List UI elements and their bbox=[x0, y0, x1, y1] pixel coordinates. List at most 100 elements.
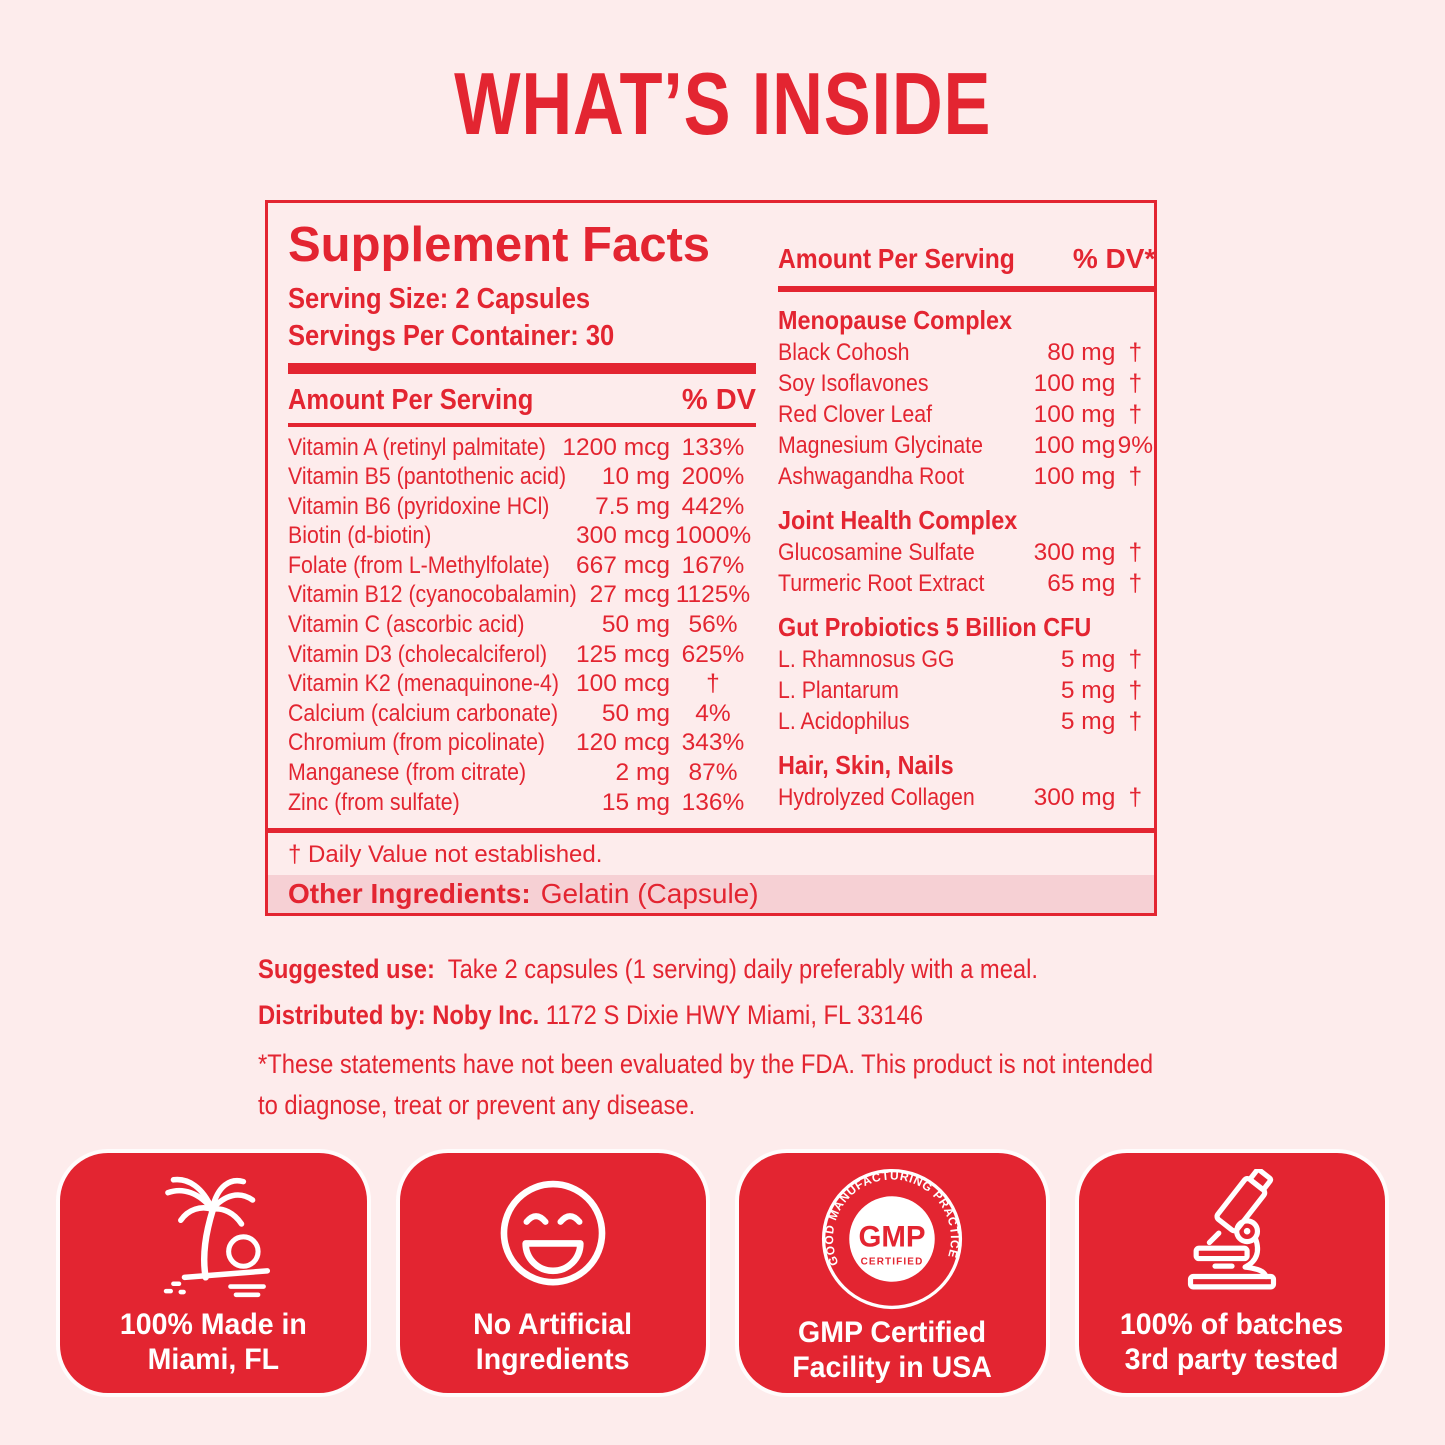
nutrient-amount: 125 mcg bbox=[576, 640, 670, 668]
nutrient-amount: 50 mg bbox=[601, 611, 670, 639]
nutrient-row: Vitamin D3 (cholecalciferol) 125 mcg 625% bbox=[288, 640, 756, 670]
nutrient-name: Zinc (from sulfate) bbox=[288, 788, 460, 816]
nutrient-name: Biotin (d-biotin) bbox=[288, 522, 432, 550]
nutrient-name: Ashwagandha Root bbox=[778, 463, 965, 490]
nutrient-row: Black Cohosh 80 mg † bbox=[778, 337, 1154, 368]
nutrient-row: Calcium (calcium carbonate) 50 mg 4% bbox=[288, 699, 756, 729]
nutrient-amount: 50 mg bbox=[601, 699, 670, 727]
nutrient-row: Vitamin A (retinyl palmitate) 1200 mcg 133… bbox=[288, 433, 756, 463]
nutrient-dv-value: 442% bbox=[681, 492, 745, 520]
fda-disclaimer: *These statements have not been evaluate… bbox=[258, 1049, 1154, 1120]
nutrient-row: Glucosamine Sulfate 300 mg † bbox=[778, 537, 1154, 568]
usage-notes: Suggested use: Take 2 capsules (1 servin… bbox=[258, 952, 1218, 1138]
nutrient-dv-value: † bbox=[1128, 570, 1143, 597]
ingredient-section-title: Menopause Complex bbox=[778, 305, 1013, 335]
left-rows: Vitamin A (retinyl palmitate) 1200 mcg 133… bbox=[288, 433, 756, 818]
ingredient-section-title: Hair, Skin, Nails bbox=[778, 750, 954, 780]
nutrient-dv-value: 9% bbox=[1117, 432, 1154, 459]
nutrient-row: Vitamin B5 (pantothenic acid) 10 mg 200% bbox=[288, 462, 756, 492]
nutrient-dv-value: † bbox=[1128, 708, 1143, 735]
other-ingredients-label: Other Ingredients: bbox=[288, 878, 531, 909]
microscope-icon bbox=[1166, 1163, 1298, 1307]
amount-per-serving-label: Amount Per Serving bbox=[778, 243, 1015, 274]
nutrient-name: L. Plantarum bbox=[778, 677, 899, 704]
badge-label: GMP Certified Facility in USA bbox=[792, 1316, 993, 1384]
left-column-header: Amount Per Serving % DV bbox=[288, 382, 756, 418]
nutrient-name: Black Cohosh bbox=[778, 339, 910, 366]
nutrient-name: Manganese (from citrate) bbox=[288, 759, 527, 787]
facts-right-column: Amount Per Serving % DV* Menopause Compl… bbox=[778, 215, 1154, 828]
feature-badges: 100% Made in Miami, FL No Artificial Ing… bbox=[60, 1153, 1385, 1393]
nutrient-dv-value: 167% bbox=[681, 551, 745, 579]
nutrient-amount: 1200 mcg bbox=[562, 433, 670, 461]
nutrient-row: L. Plantarum 5 mg † bbox=[778, 675, 1154, 706]
nutrient-amount: 15 mg bbox=[601, 788, 670, 816]
nutrient-name: L. Rhamnosus GG bbox=[778, 646, 955, 673]
supplement-facts-panel: Supplement Facts Serving Size: 2 Capsule… bbox=[265, 200, 1157, 916]
nutrient-amount: 100 mg bbox=[1033, 370, 1116, 397]
nutrient-row: Turmeric Root Extract 65 mg † bbox=[778, 568, 1154, 599]
laughing-face-icon bbox=[487, 1163, 619, 1307]
nutrient-name: Turmeric Root Extract bbox=[778, 570, 985, 597]
nutrient-name: Chromium (from picolinate) bbox=[288, 729, 546, 757]
nutrient-dv-value: † bbox=[1128, 401, 1143, 428]
badge-third-party-tested: 100% of batches 3rd party tested bbox=[1078, 1153, 1385, 1393]
nutrient-amount: 5 mg bbox=[1060, 708, 1116, 735]
nutrient-row: Manganese (from citrate) 2 mg 87% bbox=[288, 758, 756, 788]
right-column-header: Amount Per Serving % DV* bbox=[778, 241, 1154, 277]
page-title: WHAT’S INSIDE bbox=[453, 54, 992, 153]
nutrient-dv-value: 87% bbox=[688, 759, 738, 787]
other-ingredients-band: Other Ingredients: Gelatin (Capsule) bbox=[268, 875, 1154, 913]
nutrient-dv-value: 343% bbox=[681, 729, 745, 757]
nutrient-name: Vitamin D3 (cholecalciferol) bbox=[288, 640, 548, 668]
ingredient-section-title: Gut Probiotics 5 Billion CFU bbox=[778, 612, 1092, 642]
nutrient-name: Glucosamine Sulfate bbox=[778, 539, 975, 566]
nutrient-dv-value: 625% bbox=[681, 640, 745, 668]
nutrient-dv-value: † bbox=[1128, 463, 1143, 490]
facts-left-column: Supplement Facts Serving Size: 2 Capsule… bbox=[288, 215, 756, 828]
divider-bottom bbox=[268, 828, 1154, 833]
ingredient-section-title: Joint Health Complex bbox=[778, 505, 1018, 535]
badge-label: No Artificial Ingredients bbox=[473, 1308, 633, 1376]
svg-text:GMP: GMP bbox=[859, 1221, 926, 1254]
nutrient-name: Red Clover Leaf bbox=[778, 401, 933, 428]
nutrient-amount: 300 mg bbox=[1033, 539, 1116, 566]
dv-footnote: † Daily Value not established. bbox=[288, 841, 603, 868]
nutrient-row: L. Rhamnosus GG 5 mg † bbox=[778, 644, 1154, 675]
nutrient-amount: 100 mg bbox=[1033, 432, 1116, 459]
nutrient-dv-value: 56% bbox=[688, 611, 738, 639]
nutrient-row: Vitamin K2 (menaquinone-4) 100 mcg † bbox=[288, 669, 756, 699]
nutrient-name: Hydrolyzed Collagen bbox=[778, 784, 975, 811]
nutrient-dv-value: † bbox=[1128, 370, 1143, 397]
nutrient-row: Red Clover Leaf 100 mg † bbox=[778, 399, 1154, 430]
nutrient-name: Vitamin B6 (pyridoxine HCl) bbox=[288, 492, 550, 520]
nutrient-row: L. Acidophilus 5 mg † bbox=[778, 706, 1154, 737]
nutrient-row: Chromium (from picolinate) 120 mcg 343% bbox=[288, 728, 756, 758]
nutrient-dv-value: 200% bbox=[681, 463, 745, 491]
nutrient-row: Zinc (from sulfate) 15 mg 136% bbox=[288, 788, 756, 818]
serving-size: Serving Size: 2 Capsules bbox=[288, 283, 591, 315]
nutrient-dv-value: 1000% bbox=[674, 522, 752, 550]
gmp-seal-icon: GOOD MANUFACTURING PRACTICE GMP CERTIFIE… bbox=[816, 1163, 968, 1315]
nutrient-row: Magnesium Glycinate 100 mg 9% bbox=[778, 430, 1154, 461]
distributed-by-line: Distributed by: Noby Inc. 1172 S Dixie H… bbox=[258, 1000, 924, 1030]
nutrient-name: Magnesium Glycinate bbox=[778, 432, 983, 459]
nutrient-dv-value: † bbox=[706, 670, 720, 698]
nutrient-amount: 100 mcg bbox=[576, 670, 670, 698]
ingredient-section: Menopause Complex Black Cohosh 80 mg † Soy I… bbox=[778, 304, 1154, 492]
divider-thick bbox=[288, 363, 756, 374]
dv-asterisk-label: % DV* bbox=[1072, 243, 1154, 274]
nutrient-name: Vitamin K2 (menaquinone-4) bbox=[288, 670, 559, 698]
svg-text:CERTIFIED: CERTIFIED bbox=[861, 1257, 924, 1268]
nutrient-dv-value: † bbox=[1128, 677, 1143, 704]
nutrient-name: Vitamin B12 (cyanocobalamin) bbox=[288, 581, 577, 609]
badge-label: 100% of batches 3rd party tested bbox=[1120, 1308, 1344, 1376]
nutrient-dv-value: † bbox=[1128, 646, 1143, 673]
nutrient-dv-value: 4% bbox=[695, 699, 731, 727]
nutrient-dv-value: † bbox=[1128, 784, 1143, 811]
nutrient-dv-value: 133% bbox=[681, 433, 745, 461]
badge-gmp-certified: GOOD MANUFACTURING PRACTICE GMP CERTIFIE… bbox=[739, 1153, 1046, 1393]
nutrient-amount: 300 mg bbox=[1033, 784, 1116, 811]
nutrient-row: Vitamin C (ascorbic acid) 50 mg 56% bbox=[288, 610, 756, 640]
palm-tree-icon bbox=[144, 1163, 282, 1307]
